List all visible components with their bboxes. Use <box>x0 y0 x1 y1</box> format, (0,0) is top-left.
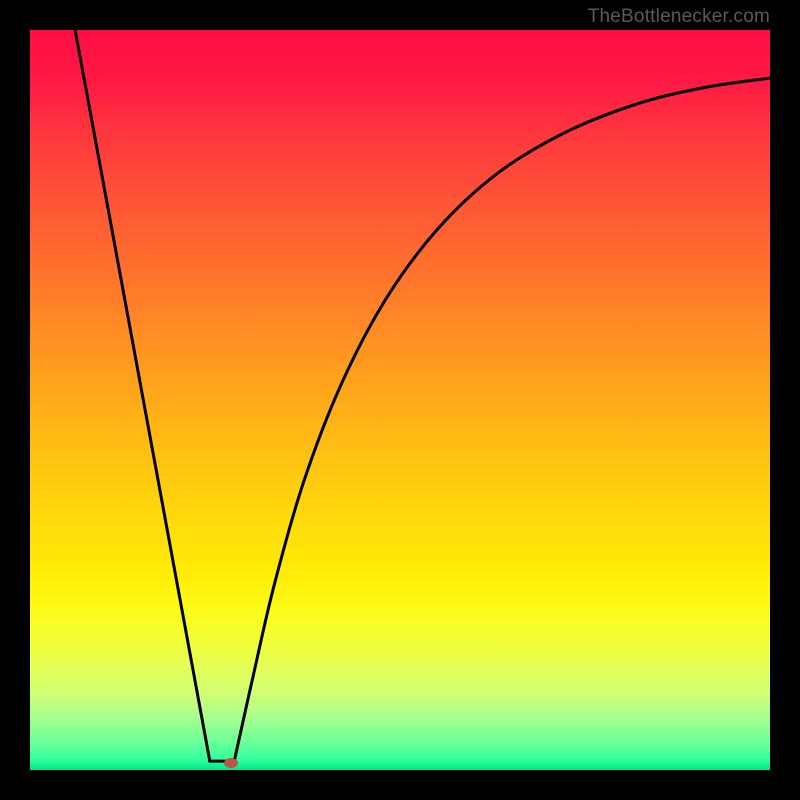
curve-right-segment <box>234 78 770 761</box>
curve-left-segment <box>75 30 210 761</box>
curve-layer <box>30 30 770 770</box>
plot-area <box>30 30 770 770</box>
chart-frame: TheBottlenecker.com <box>0 0 800 800</box>
minimum-marker <box>224 758 238 768</box>
watermark-text: TheBottlenecker.com <box>588 6 770 28</box>
